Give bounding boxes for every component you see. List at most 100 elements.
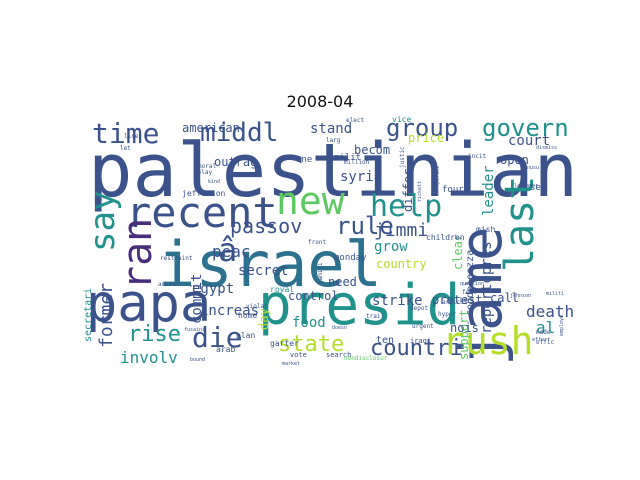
- cloud-word-state-20: state: [278, 332, 345, 357]
- cloud-word-employe-106: employe: [559, 314, 565, 336]
- cloud-word-ran-10: ran: [115, 217, 161, 290]
- cloud-word-reportepres-29: reportepres: [479, 241, 495, 334]
- cloud-word-johnson-102: johnson: [510, 293, 532, 299]
- cloud-word-garter-71: garter: [270, 339, 299, 348]
- cloud-word-delay-88: delay: [194, 169, 213, 176]
- cloud-word-al-31: al: [536, 318, 556, 337]
- cloud-word-royal-67: royal: [270, 285, 295, 294]
- cloud-word-feel-80: feel: [462, 289, 477, 296]
- cloud-word-fusaini-109: fusaini: [184, 327, 206, 333]
- cloud-word-peac-32: peac: [212, 242, 251, 261]
- cloud-word-nondisclosur-74: nondisclosur: [344, 355, 388, 362]
- cloud-word-outrag-54: outrag: [214, 155, 258, 169]
- cloud-word-secretari-58: secretari: [83, 287, 94, 342]
- cloud-word-new-4: new: [276, 179, 345, 223]
- cloud-word-rush-7: rush: [442, 319, 534, 363]
- cloud-word-offic-103: offic: [536, 339, 555, 346]
- cloud-word-passov-22: passov: [230, 214, 303, 238]
- cloud-word-palestinian-0: palestinian: [88, 128, 579, 214]
- cloud-word-egypt-39: egypt: [192, 281, 235, 297]
- cloud-word-jimmi-23: jimmi: [374, 220, 429, 241]
- cloud-word-plan-69: plan: [236, 331, 256, 340]
- cloud-word-conspiraci-97: conspiraci: [435, 165, 441, 196]
- cloud-word-syria-35: syria: [340, 169, 383, 185]
- cloud-word-set-62: set: [530, 183, 547, 193]
- cloud-word-urgent-76: urgent: [412, 323, 434, 330]
- cloud-word-ten-56: ten: [376, 335, 395, 346]
- cloud-word-open-49: open: [500, 153, 529, 167]
- cloud-word-call-45: call: [490, 291, 519, 305]
- cloud-word-death-30: death: [526, 302, 575, 321]
- cloud-word-group-17: group: [386, 116, 459, 142]
- cloud-word-time-16: time: [92, 117, 160, 150]
- cloud-word-line-93: line: [124, 133, 139, 140]
- cloud-word-dismiss-114: dismiss: [536, 145, 558, 151]
- cloud-word-former-24: former: [96, 282, 117, 348]
- cloud-word-price-50: price: [408, 131, 445, 145]
- cloud-word-front-86: front: [308, 239, 327, 246]
- cloud-word-trail-77: trail: [366, 313, 385, 320]
- cloud-word-mish-65: mish: [476, 225, 496, 234]
- cloud-word-famili-111: famili: [317, 262, 324, 284]
- cloud-word-rickett-98: rickett: [417, 180, 423, 202]
- cloud-word-moral-89: moral: [198, 163, 217, 170]
- cloud-word-becom-51: becom: [354, 143, 391, 157]
- cloud-word-doesn-110: doesn: [332, 325, 348, 331]
- cloud-word-increas-40: increas: [200, 303, 260, 319]
- cloud-word-papa-2: papa: [86, 274, 212, 334]
- cloud-word-differ-36: differ: [401, 168, 415, 212]
- cloud-word-incit-95: incit: [468, 153, 487, 160]
- cloud-word-rule-14: rule: [336, 212, 394, 240]
- cloud-word-vice-91: vice: [392, 116, 412, 124]
- cloud-word-hyper-83: hyper: [438, 311, 457, 318]
- cloud-word-articul-82: articul: [442, 299, 468, 306]
- cloud-word-need-46: need: [328, 275, 357, 289]
- cloud-word-control-42: control: [288, 289, 339, 303]
- cloud-word-stand-27: stand: [310, 121, 353, 137]
- cloud-word-involv-25: involv: [120, 348, 178, 366]
- cloud-word-one-66: one: [296, 155, 313, 165]
- word-cloud: palestinian israel papa presid new recent jame…: [80, 116, 580, 366]
- cloud-word-children-64: children: [426, 233, 465, 242]
- cloud-word-restraint-87: restraint: [160, 255, 193, 262]
- cloud-word-justic-96: justic: [399, 146, 406, 168]
- cloud-word-kind-108: kind: [208, 179, 221, 185]
- cloud-word-leader-28: leader: [481, 165, 497, 216]
- cloud-word-rise-21: rise: [128, 322, 181, 347]
- cloud-word-made-99: made: [536, 329, 551, 336]
- cloud-word-larg-90: larg: [326, 137, 341, 144]
- cloud-word-million-107: million: [344, 159, 370, 166]
- cloud-word-jefferson-63: jefferson: [182, 189, 226, 198]
- cloud-word-country-53: country: [376, 257, 427, 271]
- cloud-word-strike-43: strike: [372, 293, 423, 309]
- cloud-word-presid-3: presid: [258, 273, 461, 338]
- cloud-word--13: â: [218, 231, 238, 269]
- cloud-word-court-26: court: [508, 133, 551, 149]
- cloud-word-american-34: american: [182, 121, 240, 135]
- cloud-word-nois-57: nois: [450, 321, 479, 335]
- cloud-word-search-73: search: [326, 351, 352, 359]
- cloud-word-four-61: four: [442, 185, 464, 195]
- cloud-word-grow-37: grow: [374, 239, 408, 255]
- cloud-word-recent-5: recent: [126, 188, 278, 237]
- cloud-word-home-68: home: [238, 311, 258, 320]
- cloud-word-access-84: access: [158, 281, 180, 288]
- cloud-word-arab-70: arab: [216, 345, 236, 354]
- cloud-word-violat-85: violat: [246, 303, 268, 310]
- cloud-word-countri-19: countri: [370, 336, 463, 361]
- cloud-word-day-55: day: [257, 308, 271, 330]
- cloud-word-israel-1: israel: [158, 228, 382, 301]
- cloud-word-effort-105: effort: [532, 337, 551, 343]
- cloud-word-govern-18: govern: [482, 116, 569, 142]
- cloud-word-labrador-113: labrador: [514, 183, 539, 189]
- cloud-word-milit-60: milit: [334, 153, 362, 163]
- cloud-word-market-101: market: [282, 361, 301, 367]
- cloud-word-food-41: food: [292, 315, 326, 331]
- cloud-word-bound-100: bound: [190, 357, 206, 363]
- cloud-word-help-8: help: [370, 189, 443, 224]
- cloud-word-monday-59: monday: [334, 253, 367, 263]
- cloud-word-let-94: let: [120, 145, 131, 152]
- cloud-word-middl-15: middl: [200, 118, 279, 148]
- cloud-word-say-11: say: [83, 190, 123, 252]
